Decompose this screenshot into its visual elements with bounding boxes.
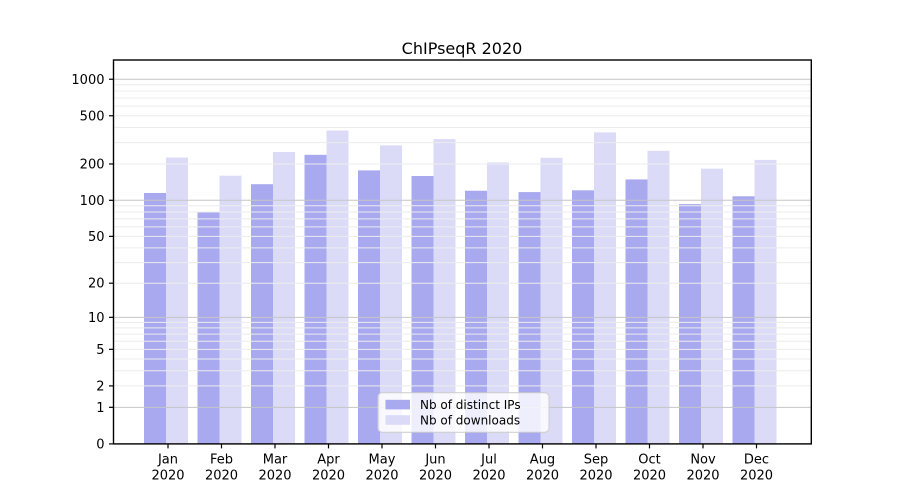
bar-apr-distinct-ips: [304, 154, 327, 444]
bar-jan-downloads: [166, 157, 188, 444]
legend-label-downloads: Nb of downloads: [420, 413, 520, 427]
y-tick-label-1: 1: [96, 401, 104, 416]
y-tick-label-200: 200: [80, 158, 105, 173]
x-axis-tick-labels: Jan2020Feb2020Mar2020Apr2020May2020Jun20…: [151, 452, 773, 483]
bar-jun-downloads: [433, 139, 456, 444]
y-axis-tick-labels: 0 1 2 5 10 20 50 100 200 500 1000: [71, 73, 104, 453]
x-tick-year-jun: 2020: [419, 468, 452, 483]
bar-aug-distinct-ips: [518, 192, 541, 444]
legend-label-distinct-ips: Nb of distinct IPs: [420, 398, 521, 412]
axes-layer: [109, 59, 812, 449]
x-tick-year-sep: 2020: [579, 468, 612, 483]
x-tick-year-mar: 2020: [258, 468, 291, 483]
y-tick-label-50: 50: [88, 230, 105, 245]
bar-jul-downloads: [487, 162, 509, 444]
bar-nov-distinct-ips: [679, 204, 701, 444]
bar-jan-distinct-ips: [144, 192, 166, 444]
bar-sep-downloads: [594, 132, 616, 444]
x-tick-label-oct: Oct: [638, 452, 660, 467]
y-tick-label-2: 2: [96, 379, 104, 394]
x-tick-label-dec: Dec: [744, 452, 769, 467]
legend-box: [377, 392, 550, 433]
x-tick-label-may: May: [369, 452, 396, 467]
bars-layer: [144, 130, 777, 444]
y-tick-label-100: 100: [80, 194, 105, 209]
bar-oct-distinct-ips: [625, 179, 648, 444]
x-tick-label-aug: Aug: [530, 452, 555, 467]
x-tick-label-jun: Jun: [424, 452, 445, 467]
legend-swatch-downloads: [385, 415, 410, 425]
bar-feb-downloads: [219, 175, 242, 444]
bar-dec-distinct-ips: [732, 196, 755, 444]
legend-swatch-distinct-ips: [385, 399, 410, 410]
bar-aug-downloads: [540, 157, 563, 444]
plot-border: [112, 59, 812, 445]
x-tick-label-mar: Mar: [263, 452, 288, 467]
x-tick-label-nov: Nov: [690, 452, 716, 467]
bar-mar-distinct-ips: [251, 184, 273, 444]
chart-title: ChIPseqR 2020: [402, 39, 523, 58]
x-tick-year-feb: 2020: [205, 468, 238, 483]
legend: Nb of distinct IPs Nb of downloads: [377, 392, 550, 433]
y-tick-label-20: 20: [88, 277, 105, 292]
x-tick-year-dec: 2020: [740, 468, 773, 483]
x-tick-year-may: 2020: [365, 468, 398, 483]
x-tick-year-jul: 2020: [472, 468, 505, 483]
bar-may-downloads: [380, 145, 402, 444]
y-tick-label-500: 500: [80, 109, 105, 124]
x-tick-year-oct: 2020: [633, 468, 666, 483]
x-tick-year-aug: 2020: [526, 468, 559, 483]
bar-may-distinct-ips: [358, 170, 380, 444]
y-tick-label-10: 10: [88, 311, 105, 326]
x-tick-label-feb: Feb: [210, 452, 233, 467]
x-tick-label-jan: Jan: [157, 452, 178, 467]
bar-dec-downloads: [754, 159, 777, 444]
x-tick-label-jul: Jul: [480, 452, 497, 467]
x-tick-year-nov: 2020: [686, 468, 719, 483]
x-tick-label-sep: Sep: [584, 452, 609, 467]
y-tick-label-0: 0: [96, 437, 104, 452]
grid-layer: [113, 78, 812, 408]
bar-jun-distinct-ips: [411, 176, 434, 444]
bar-oct-downloads: [647, 150, 670, 444]
x-tick-year-jan: 2020: [151, 468, 184, 483]
bar-apr-downloads: [326, 130, 349, 444]
bar-nov-downloads: [701, 168, 723, 444]
x-tick-year-apr: 2020: [312, 468, 345, 483]
y-tick-label-1000: 1000: [71, 73, 104, 88]
y-tick-label-5: 5: [96, 343, 104, 358]
x-tick-label-apr: Apr: [317, 452, 340, 467]
bar-mar-downloads: [273, 152, 295, 444]
